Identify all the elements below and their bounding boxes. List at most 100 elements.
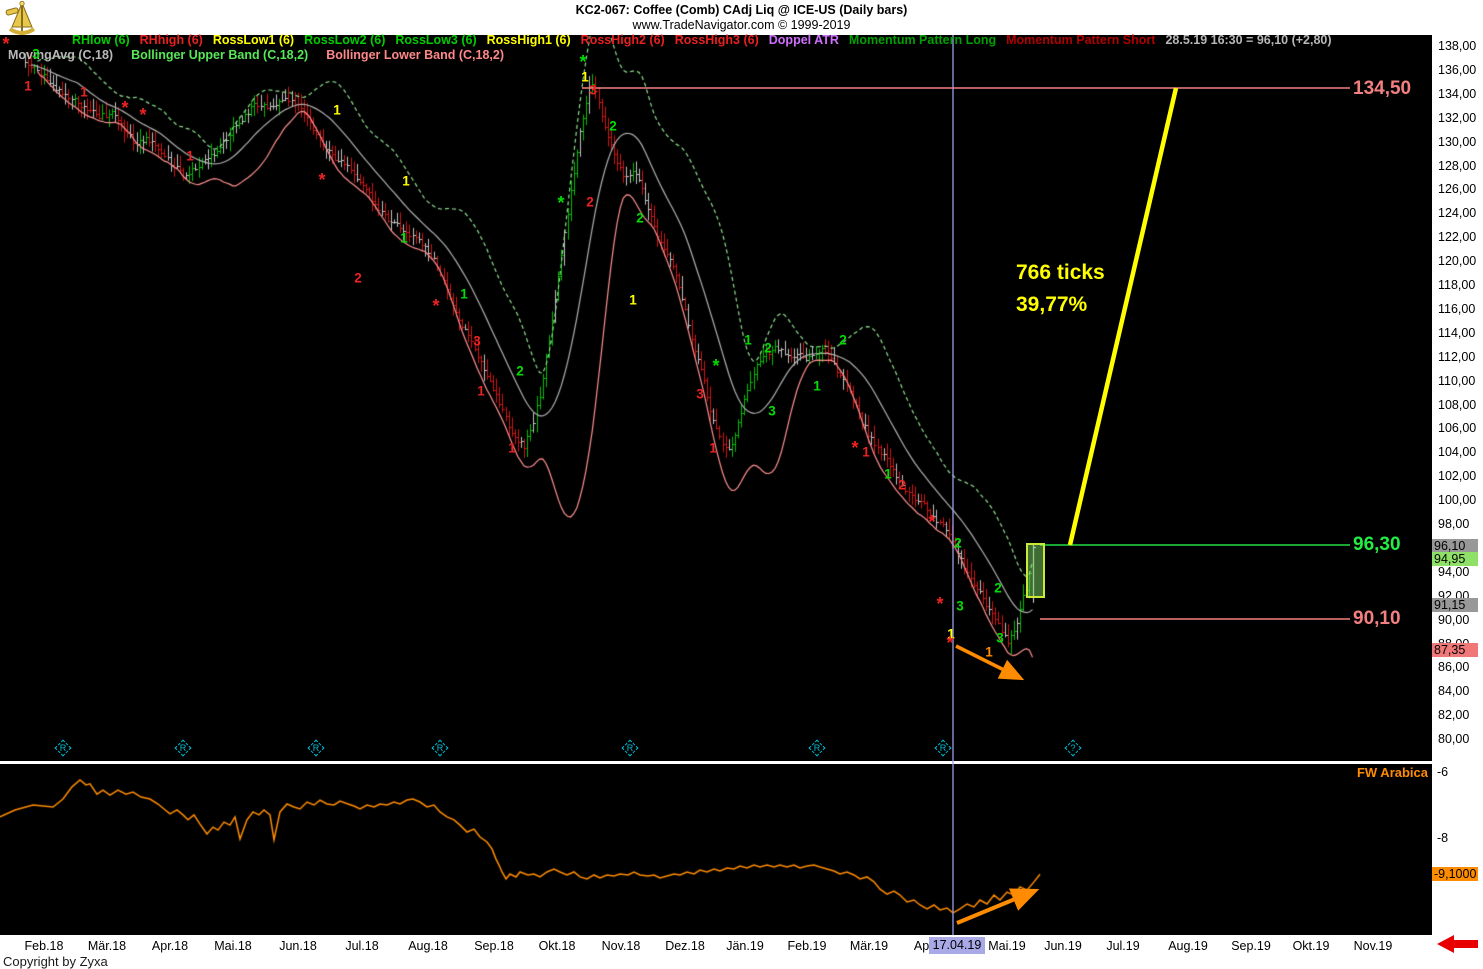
pattern-marker: 1 xyxy=(581,69,589,85)
highlighted-date-label: 17.04.19 xyxy=(929,937,985,954)
pattern-marker: 1 xyxy=(884,466,892,482)
diamond-marker: R xyxy=(431,739,449,757)
y-axis-tick: 82,00 xyxy=(1438,708,1470,723)
pattern-marker: 3 xyxy=(32,46,40,62)
legend-item: Doppel ATR xyxy=(768,33,839,47)
month-tick: Feb.19 xyxy=(787,939,827,953)
chart-title: KC2-067: Coffee (Comb) CAdj Liq @ ICE-US… xyxy=(575,3,908,17)
legend-item: RossHigh2 (6) xyxy=(580,33,665,47)
legend-item: RossLow3 (6) xyxy=(395,33,477,47)
y-axis-tick: 130,00 xyxy=(1438,134,1477,149)
month-tick: Jul.19 xyxy=(1106,939,1140,953)
month-tick: Jän.19 xyxy=(726,939,764,953)
pattern-marker: 1 xyxy=(186,148,194,164)
y-axis-tick: 86,00 xyxy=(1438,660,1470,675)
y-axis-tick: 84,00 xyxy=(1438,684,1470,699)
month-tick: Feb.18 xyxy=(24,939,64,953)
pattern-marker: * xyxy=(139,105,147,125)
month-tick: Jun.18 xyxy=(279,939,317,953)
pattern-marker: * xyxy=(318,170,326,190)
y-axis-tick: 118,00 xyxy=(1438,278,1476,292)
pattern-marker: * xyxy=(928,512,936,532)
y-axis-tick: 134,00 xyxy=(1438,86,1477,101)
spread-last-value-flag: -9,1000 xyxy=(1432,867,1479,881)
month-tick: Sep.18 xyxy=(474,939,514,953)
month-tick: Mär.18 xyxy=(87,939,127,953)
diamond-marker: R xyxy=(54,739,72,757)
legend-item: RossLow2 (6) xyxy=(304,33,386,47)
month-tick: Mai.19 xyxy=(988,939,1026,953)
pattern-marker: 3 xyxy=(473,333,481,349)
month-tick: Okt.18 xyxy=(538,939,576,953)
pattern-marker: 2 xyxy=(898,477,906,493)
copyright-text: Copyright by Zyxa xyxy=(3,954,108,969)
indicator-legend-row: RHlow (6) RHhigh (6) RossLow1 (6) RossLow2 … xyxy=(72,33,1332,47)
projection-annotation: 766 ticks 39,77% xyxy=(1016,257,1105,321)
legend-item: RossHigh1 (6) xyxy=(486,33,571,47)
tradenavigator-logo xyxy=(5,1,36,35)
pattern-marker: 2 xyxy=(954,535,962,551)
month-tick: Nov.19 xyxy=(1353,939,1393,953)
price-flag: 96,10 xyxy=(1432,538,1478,553)
diamond-marker: R xyxy=(808,739,826,757)
month-tick: Apr.18 xyxy=(151,939,189,953)
pattern-marker: 1 xyxy=(477,383,485,399)
pattern-marker: 1 xyxy=(24,78,32,94)
legend-item: Momentum Pattern Long xyxy=(848,33,997,47)
pattern-marker: 2 xyxy=(516,363,524,379)
pattern-marker: 3 xyxy=(696,386,704,402)
pattern-marker: 1 xyxy=(402,173,410,189)
pattern-marker: 2 xyxy=(636,210,644,226)
pattern-marker: 2 xyxy=(354,270,362,286)
pattern-marker: * xyxy=(121,98,129,118)
diamond-letter: R xyxy=(312,743,320,753)
pattern-marker: 1 xyxy=(709,440,717,456)
y-axis-tick: 138,00 xyxy=(1438,39,1477,53)
pattern-marker: * xyxy=(579,52,587,72)
y-axis-tick: 110,00 xyxy=(1438,373,1476,388)
month-tick: Aug.19 xyxy=(1168,939,1208,953)
pattern-marker: 2 xyxy=(586,194,594,210)
pattern-marker: 3 xyxy=(589,82,597,98)
month-tick: Sep.19 xyxy=(1231,939,1271,953)
month-tick: Aug.18 xyxy=(408,939,448,953)
price-flag: 87,35 xyxy=(1432,643,1478,658)
y-axis-tick: 116,00 xyxy=(1438,301,1476,316)
diamond-letter: R xyxy=(813,743,821,753)
pattern-marker: 3 xyxy=(956,598,964,614)
month-tick: Jul.18 xyxy=(345,939,379,953)
diamond-letter: R xyxy=(59,743,67,753)
price-flag: 94,95 xyxy=(1432,552,1478,567)
legend-item: RHhigh (6) xyxy=(139,33,203,47)
y-axis-tick: 104,00 xyxy=(1438,445,1477,460)
pattern-marker: * xyxy=(936,594,944,614)
y-axis-tick: 136,00 xyxy=(1438,62,1477,77)
y-axis-tick: 114,00 xyxy=(1438,325,1476,340)
month-tick: Okt.19 xyxy=(1292,939,1330,953)
y-axis-tick: 106,00 xyxy=(1438,421,1477,436)
month-tick: Dez.18 xyxy=(665,939,705,953)
y-axis-tick: 112,00 xyxy=(1438,349,1476,364)
diamond-marker: R xyxy=(307,739,325,757)
pattern-marker: 1 xyxy=(947,626,955,642)
callout-entry-price: 96,30 xyxy=(1353,534,1401,555)
pattern-marker: * xyxy=(946,633,954,653)
pattern-marker: * xyxy=(851,438,859,458)
diamond-letter: ? xyxy=(1070,743,1076,753)
overlay-legend-row: MovingAvg (C,18) Bollinger Upper Band (C,… xyxy=(8,48,504,62)
pattern-marker: 2 xyxy=(839,332,847,348)
pattern-marker: 1 xyxy=(400,230,408,246)
signal-entry-box xyxy=(1026,543,1045,598)
legend-item: MovingAvg (C,18) xyxy=(8,48,114,62)
pattern-marker: 1 xyxy=(862,444,870,460)
y-axis-tick: 98,00 xyxy=(1438,517,1470,531)
pattern-marker: 1 xyxy=(985,644,993,660)
diamond-marker: R xyxy=(621,739,639,757)
pattern-marker: 1 xyxy=(629,292,637,308)
diamond-letter: R xyxy=(179,743,187,753)
pattern-marker: * xyxy=(432,296,440,316)
diamond-marker: ? xyxy=(1064,739,1082,757)
pattern-marker: 3 xyxy=(768,403,776,419)
pattern-marker: 2 xyxy=(609,118,617,134)
